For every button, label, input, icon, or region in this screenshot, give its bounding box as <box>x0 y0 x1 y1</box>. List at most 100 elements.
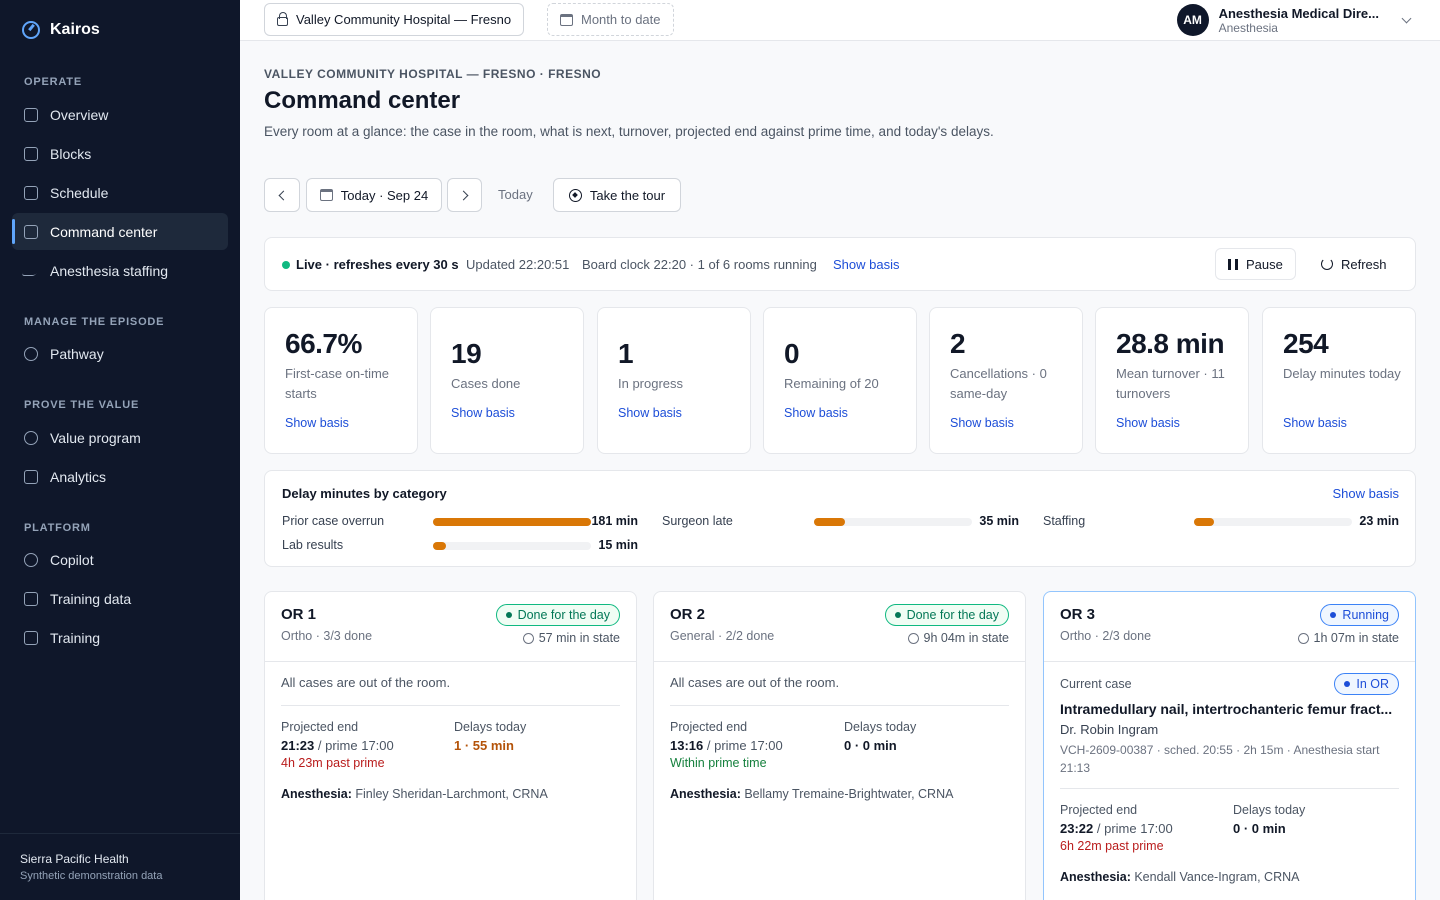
date-label: Today · Sep 24 <box>340 187 429 203</box>
status-label: Done for the day <box>906 608 999 622</box>
next-day-button[interactable] <box>447 178 482 212</box>
delay-bar-track <box>433 542 591 550</box>
nav-section-operate: OPERATE <box>24 76 82 88</box>
kpi-show-basis-link[interactable]: Show basis <box>285 416 349 430</box>
projected-end-label: Projected end <box>670 720 748 734</box>
sidebar-item-overview[interactable]: Overview <box>12 96 228 133</box>
live-show-basis-link[interactable]: Show basis <box>833 257 900 272</box>
room-card-or3[interactable]: OR 3 Ortho · 2/3 done Running 1h 07m in … <box>1043 591 1416 900</box>
kpi-label: Cancellations · 0 same-day <box>950 366 1047 401</box>
user-name: Anesthesia Medical Dire... <box>1218 5 1379 21</box>
projected-end-value: 13:16 / prime 17:00 <box>670 738 783 753</box>
anesthesia-name: Bellamy Tremaine-Brightwater, CRNA <box>744 787 954 801</box>
live-status-bar: Live · refreshes every 30 s Updated 22:2… <box>264 237 1416 291</box>
room-summary: General · 2/2 done <box>670 629 775 643</box>
sidebar-item-command-center[interactable]: Command center <box>12 213 228 250</box>
kpi-value: 1 <box>618 338 634 369</box>
sidebar-item-label: Value program <box>50 429 141 446</box>
refresh-button[interactable]: Refresh <box>1308 248 1400 280</box>
projected-end-value: 23:22 / prime 17:00 <box>1060 821 1173 836</box>
divider <box>670 705 1009 706</box>
room-header: OR 1 Ortho · 3/3 done Done for the day 5… <box>265 592 636 662</box>
time-in-state: 57 min in state <box>522 631 620 645</box>
kpi-show-basis-link[interactable]: Show basis <box>1116 416 1180 430</box>
status-dot-icon <box>1330 612 1337 618</box>
delays-today-value: 0 · 0 min <box>844 738 897 753</box>
activity-icon <box>21 265 41 276</box>
handshake-icon <box>24 430 38 445</box>
sidebar-item-pathway[interactable]: Pathway <box>12 335 228 372</box>
kpi-card-remaining: 0 Remaining of 20 Show basis <box>763 307 917 454</box>
sidebar-item-value-program[interactable]: Value program <box>12 419 228 456</box>
user-role: Anesthesia <box>1218 20 1278 35</box>
kpi-show-basis-link[interactable]: Show basis <box>784 406 848 420</box>
projected-end-value: 21:23 / prime 17:00 <box>281 738 394 753</box>
prev-day-button[interactable] <box>264 178 300 212</box>
period-selector[interactable]: Month to date <box>547 3 674 36</box>
kpi-card-in-progress: 1 In progress Show basis <box>597 307 751 454</box>
bar-chart-icon <box>24 469 38 484</box>
app-logo[interactable]: Kairos <box>22 21 100 39</box>
delay-label: Prior case overrun <box>282 514 385 528</box>
nav-section-manage: MANAGE THE EPISODE <box>24 316 165 328</box>
projected-end-time: 13:16 <box>670 738 704 753</box>
sidebar-item-label: Pathway <box>50 345 104 362</box>
sidebar-item-label: Overview <box>50 106 109 123</box>
page-title: Command center <box>264 87 461 114</box>
date-picker-button[interactable]: Today · Sep 24 <box>306 178 442 212</box>
delays-today-label: Delays today <box>1233 803 1306 817</box>
sidebar-item-label: Analytics <box>50 468 107 485</box>
pause-button[interactable]: Pause <box>1215 248 1296 280</box>
projected-end-time: 23:22 <box>1060 821 1094 836</box>
nav-section-prove: PROVE THE VALUE <box>24 399 140 411</box>
delays-today-label: Delays today <box>844 720 917 734</box>
sidebar-item-anesthesia-staffing[interactable]: Anesthesia staffing <box>12 252 228 289</box>
kpi-show-basis-link[interactable]: Show basis <box>950 416 1014 430</box>
kpi-label: Cases done <box>451 376 521 391</box>
today-button[interactable]: Today <box>498 187 533 202</box>
sidebar-item-copilot[interactable]: Copilot <box>12 541 228 578</box>
delays-show-basis-link[interactable]: Show basis <box>1332 486 1399 501</box>
kpi-value: 254 <box>1283 328 1329 359</box>
kpi-card-delay-minutes: 254 Delay minutes today Show basis <box>1262 307 1416 454</box>
kpi-label: First-case on-time starts <box>285 366 390 401</box>
projected-end-label: Projected end <box>281 720 359 734</box>
topbar: Valley Community Hospital — Fresno Month… <box>240 0 1440 41</box>
delays-today-value: 0 · 0 min <box>1233 821 1286 836</box>
state-time-label: 57 min in state <box>538 631 620 645</box>
case-status-badge: In OR <box>1334 673 1399 695</box>
case-title[interactable]: Intramedullary nail, intertrochanteric f… <box>1060 701 1393 717</box>
refresh-icon <box>1321 258 1333 270</box>
room-card-or2[interactable]: OR 2 General · 2/2 done Done for the day… <box>653 591 1026 900</box>
facility-selector[interactable]: Valley Community Hospital — Fresno <box>264 3 525 36</box>
take-tour-button[interactable]: Take the tour <box>553 178 681 212</box>
kpi-show-basis-link[interactable]: Show basis <box>618 406 682 420</box>
kpi-show-basis-link[interactable]: Show basis <box>451 406 515 420</box>
room-card-or1[interactable]: OR 1 Ortho · 3/3 done Done for the day 5… <box>264 591 637 900</box>
case-surgeon: Dr. Robin Ingram <box>1060 722 1159 737</box>
sidebar-item-analytics[interactable]: Analytics <box>12 458 228 495</box>
case-meta: VCH-2609-00387 · sched. 20:55 · 2h 15m ·… <box>1060 743 1380 775</box>
refresh-label: Refresh <box>1341 256 1387 272</box>
case-status-label: In OR <box>1356 677 1389 691</box>
sidebar-item-schedule[interactable]: Schedule <box>12 174 228 211</box>
live-indicator-icon <box>282 261 290 269</box>
delay-bar-track <box>814 518 972 526</box>
user-menu[interactable]: AM Anesthesia Medical Dire... Anesthesia <box>1176 4 1412 36</box>
sidebar-item-blocks[interactable]: Blocks <box>12 135 228 172</box>
delays-title: Delay minutes by category <box>282 486 447 501</box>
delay-bar <box>814 518 845 526</box>
anesthesia-name: Kendall Vance-Ingram, CRNA <box>1134 870 1300 884</box>
delay-label: Surgeon late <box>662 514 733 528</box>
sparkles-icon <box>24 552 38 567</box>
sidebar-item-training-data[interactable]: Training data <box>12 580 228 617</box>
sidebar-item-label: Copilot <box>50 551 94 568</box>
state-time-label: 9h 04m in state <box>923 631 1009 645</box>
kpi-label: Mean turnover · 11 turnovers <box>1116 366 1225 401</box>
room-message: All cases are out of the room. <box>670 675 840 690</box>
sidebar-item-label: Command center <box>50 223 158 240</box>
sidebar-item-label: Training data <box>50 590 132 607</box>
sidebar-item-training[interactable]: Training <box>12 619 228 656</box>
kpi-show-basis-link[interactable]: Show basis <box>1283 416 1347 430</box>
sidebar-item-label: Anesthesia staffing <box>50 262 169 279</box>
